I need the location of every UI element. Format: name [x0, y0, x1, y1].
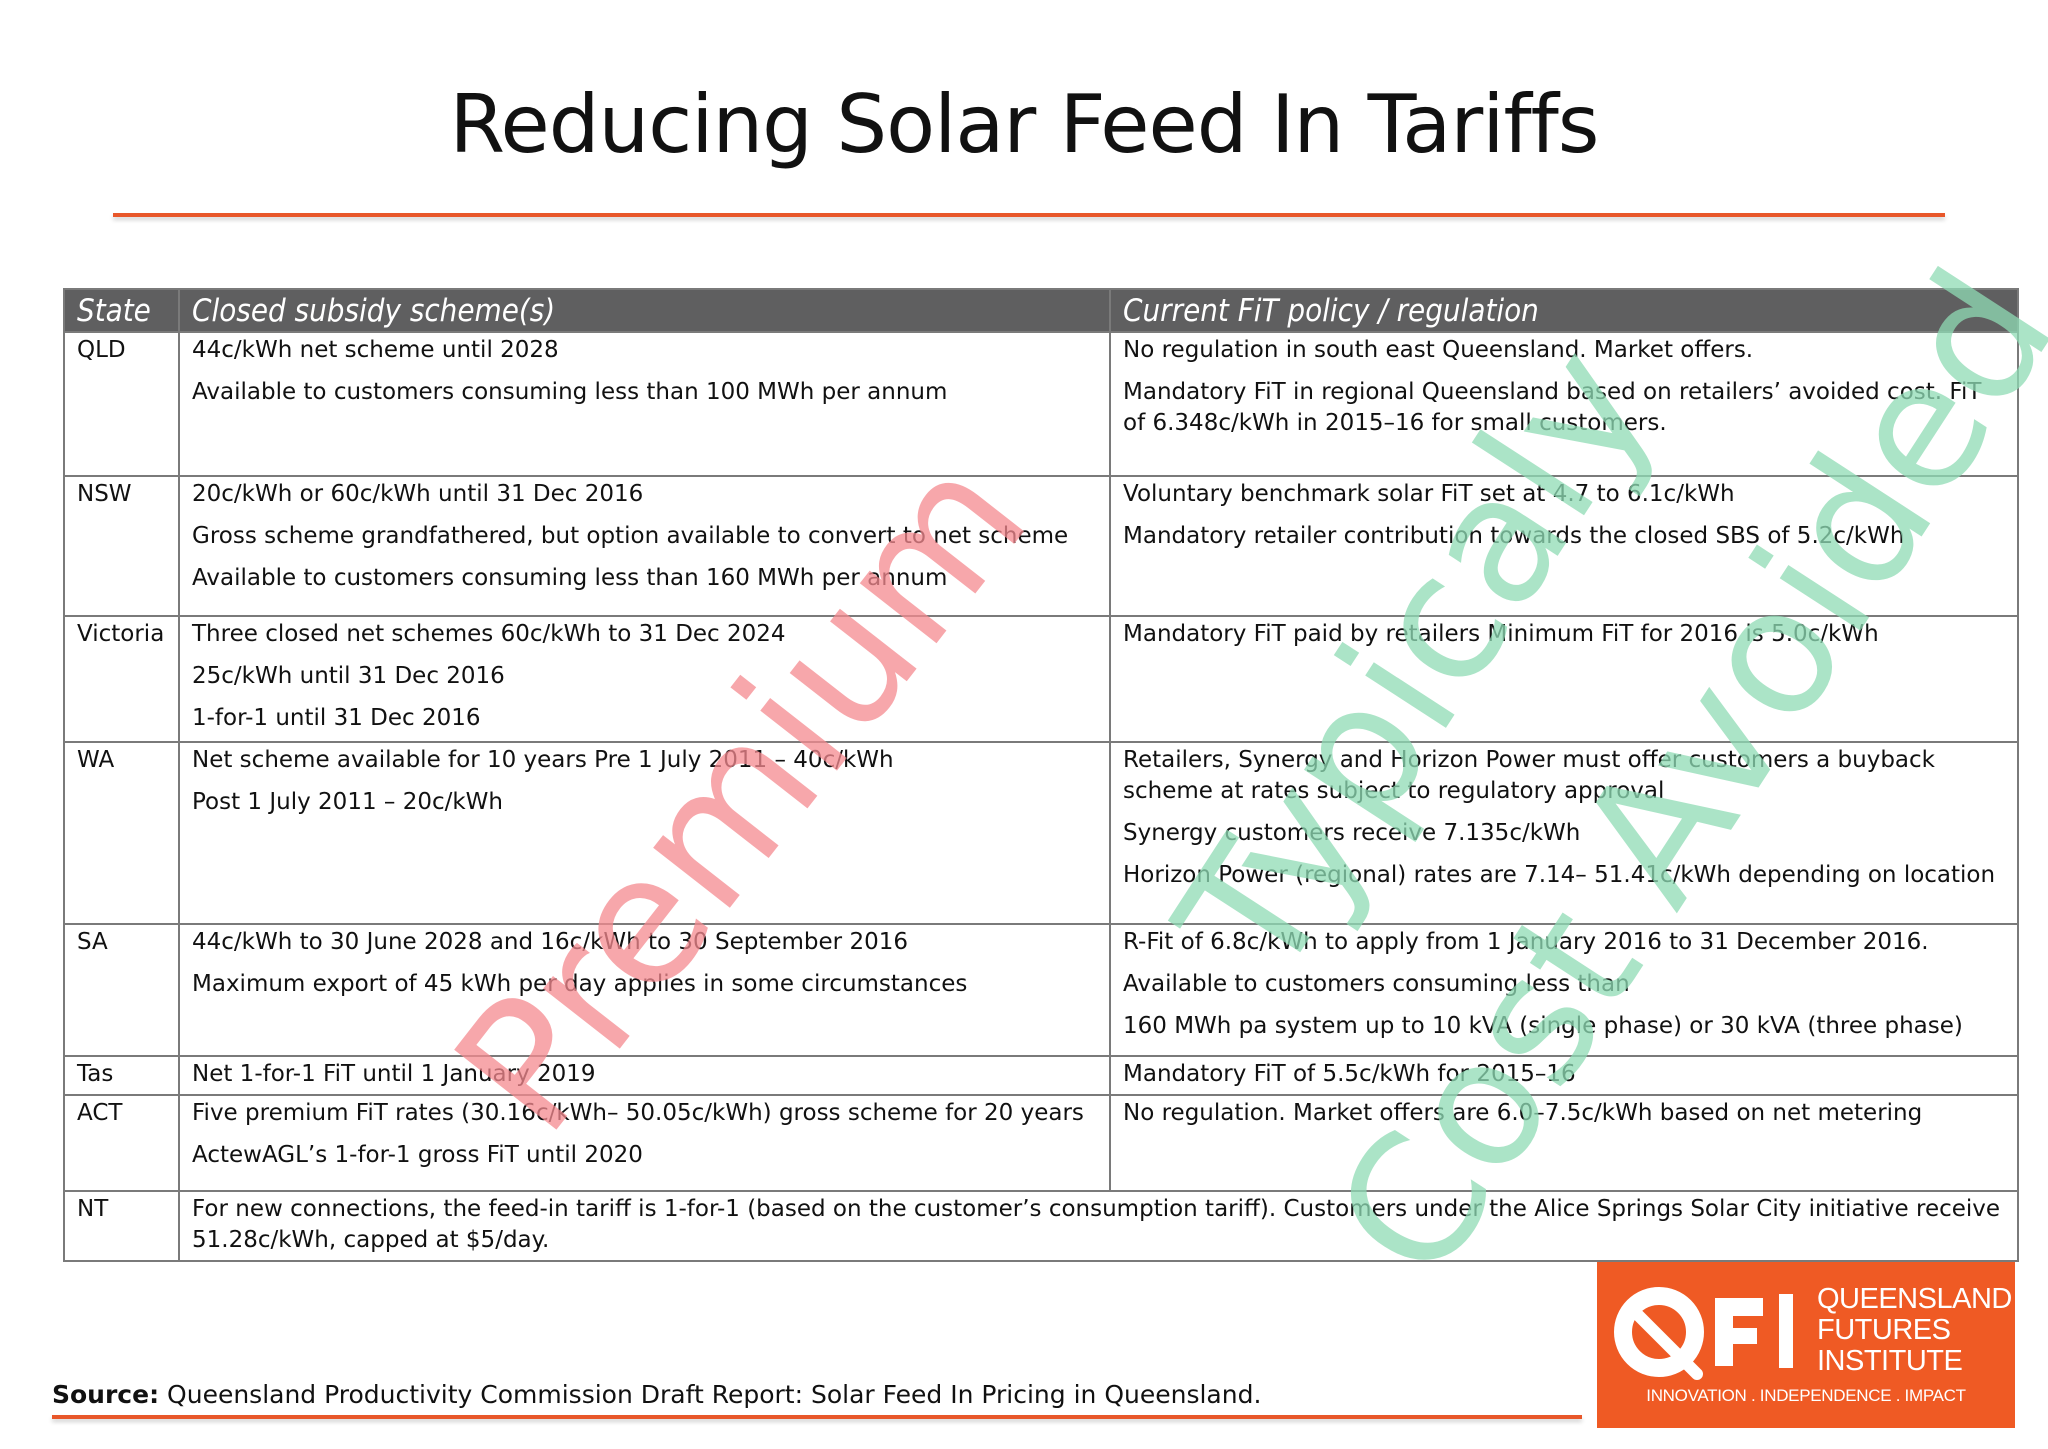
merged-cell: For new connections, the feed-in tariff … — [178, 1190, 2019, 1262]
cell-line: Gross scheme grandfathered, but option a… — [192, 523, 1069, 549]
state-cell: NT — [63, 1190, 180, 1262]
table-header-row: State Closed subsidy scheme(s) Current F… — [63, 288, 2019, 333]
source-text: Queensland Productivity Commission Draft… — [167, 1380, 1262, 1409]
table-row: Victoria Three closed net schemes 60c/kWh… — [63, 615, 2019, 743]
state-cell: ACT — [63, 1094, 180, 1192]
logo-tagline: INNOVATION . INDEPENDENCE . IMPACT — [1646, 1386, 1966, 1405]
table-row: NT For new connections, the feed-in tarif… — [63, 1190, 2019, 1262]
state-cell: QLD — [63, 331, 180, 477]
cell-line: Available to customers consuming less th… — [1123, 971, 1630, 997]
source-note: Source: Queensland Productivity Commissi… — [52, 1380, 1261, 1409]
qfi-logo-icon — [1597, 1262, 2015, 1428]
cell-line: Mandatory retailer contribution towards … — [1123, 523, 1905, 549]
cell-line: 44c/kWh net scheme until 2028 — [192, 337, 559, 363]
source-label: Source: — [52, 1380, 160, 1409]
current-policy-cell: No regulation in south east Queensland. … — [1109, 331, 2019, 477]
current-policy-cell: R-Fit of 6.8c/kWh to apply from 1 Januar… — [1109, 923, 2019, 1057]
current-policy-cell: Mandatory FiT paid by retailers Minimum … — [1109, 615, 2019, 743]
cell-line: 1-for-1 until 31 Dec 2016 — [192, 705, 481, 731]
header-state: State — [63, 288, 180, 333]
table-row: Tas Net 1-for-1 FiT until 1 January 2019 M… — [63, 1055, 2019, 1096]
closed-scheme-cell: Net 1-for-1 FiT until 1 January 2019 — [178, 1055, 1111, 1096]
table-row: ACT Five premium FiT rates (30.16c/kWh– 5… — [63, 1094, 2019, 1192]
cell-line: Mandatory FiT paid by retailers Minimum … — [1123, 621, 1879, 647]
table-row: WA Net scheme available for 10 years Pre … — [63, 741, 2019, 925]
header-current-policy: Current FiT policy / regulation — [1109, 288, 2019, 333]
cell-line: Maximum export of 45 kWh per day applies… — [192, 971, 968, 997]
logo-line-1: QUEENSLAND — [1817, 1283, 2012, 1315]
current-policy-cell: Voluntary benchmark solar FiT set at 4.7… — [1109, 475, 2019, 617]
cell-line: R-Fit of 6.8c/kWh to apply from 1 Januar… — [1123, 929, 1929, 955]
current-policy-cell: No regulation. Market offers are 6.0–7.5… — [1109, 1094, 2019, 1192]
cell-line: No regulation. Market offers are 6.0–7.5… — [1123, 1100, 1923, 1126]
cell-line: 44c/kWh to 30 June 2028 and 16c/kWh to 3… — [192, 929, 908, 955]
state-cell: NSW — [63, 475, 180, 617]
table-row: QLD 44c/kWh net scheme until 2028 Availabl… — [63, 331, 2019, 477]
cell-line: Synergy customers receive 7.135c/kWh — [1123, 820, 1581, 846]
page-title: Reducing Solar Feed In Tariffs — [449, 78, 1600, 171]
cell-line: Net scheme available for 10 years Pre 1 … — [192, 747, 894, 773]
cell-line: Five premium FiT rates (30.16c/kWh– 50.0… — [192, 1100, 1084, 1126]
closed-scheme-cell: Five premium FiT rates (30.16c/kWh– 50.0… — [178, 1094, 1111, 1192]
cell-line: Mandatory FiT in regional Queensland bas… — [1123, 379, 1982, 436]
fit-table: State Closed subsidy scheme(s) Current F… — [63, 288, 2019, 1262]
logo-line-2: FUTURES — [1817, 1314, 1951, 1346]
logo-wordmark: QUEENSLAND FUTURES INSTITUTE — [1817, 1284, 2012, 1377]
table-row: SA 44c/kWh to 30 June 2028 and 16c/kWh to… — [63, 923, 2019, 1057]
cell-line: Net 1-for-1 FiT until 1 January 2019 — [192, 1061, 596, 1087]
state-cell: WA — [63, 741, 180, 925]
qfi-logo: QUEENSLAND FUTURES INSTITUTE INNOVATION … — [1597, 1262, 2015, 1428]
cell-line: Available to customers consuming less th… — [192, 565, 948, 591]
state-cell: Victoria — [63, 615, 180, 743]
cell-line: 25c/kWh until 31 Dec 2016 — [192, 663, 505, 689]
footer-divider — [52, 1415, 1582, 1419]
cell-line: Mandatory FiT of 5.5c/kWh for 2015–16 — [1123, 1061, 1576, 1087]
cell-line: 160 MWh pa system up to 10 kVA (single p… — [1123, 1013, 1963, 1039]
current-policy-cell: Retailers, Synergy and Horizon Power mus… — [1109, 741, 2019, 925]
title-divider — [113, 213, 1945, 217]
header-closed-scheme: Closed subsidy scheme(s) — [178, 288, 1111, 333]
logo-line-3: INSTITUTE — [1817, 1345, 1963, 1377]
current-policy-cell: Mandatory FiT of 5.5c/kWh for 2015–16 — [1109, 1055, 2019, 1096]
cell-line: Voluntary benchmark solar FiT set at 4.7… — [1123, 481, 1735, 507]
table-row: NSW 20c/kWh or 60c/kWh until 31 Dec 2016 G… — [63, 475, 2019, 617]
cell-line: 20c/kWh or 60c/kWh until 31 Dec 2016 — [192, 481, 644, 507]
cell-line: No regulation in south east Queensland. … — [1123, 337, 1754, 363]
state-cell: SA — [63, 923, 180, 1057]
closed-scheme-cell: 44c/kWh to 30 June 2028 and 16c/kWh to 3… — [178, 923, 1111, 1057]
cell-line: Horizon Power (regional) rates are 7.14–… — [1123, 862, 1996, 888]
state-cell: Tas — [63, 1055, 180, 1096]
closed-scheme-cell: Net scheme available for 10 years Pre 1 … — [178, 741, 1111, 925]
closed-scheme-cell: Three closed net schemes 60c/kWh to 31 D… — [178, 615, 1111, 743]
closed-scheme-cell: 44c/kWh net scheme until 2028 Available t… — [178, 331, 1111, 477]
cell-line: Retailers, Synergy and Horizon Power mus… — [1123, 747, 1935, 804]
cell-line: Three closed net schemes 60c/kWh to 31 D… — [192, 621, 786, 647]
closed-scheme-cell: 20c/kWh or 60c/kWh until 31 Dec 2016 Gros… — [178, 475, 1111, 617]
table-body: QLD 44c/kWh net scheme until 2028 Availabl… — [63, 331, 2019, 1262]
cell-line: ActewAGL’s 1-for-1 gross FiT until 2020 — [192, 1142, 643, 1168]
cell-line: Post 1 July 2011 – 20c/kWh — [192, 789, 504, 815]
cell-line: Available to customers consuming less th… — [192, 379, 948, 405]
